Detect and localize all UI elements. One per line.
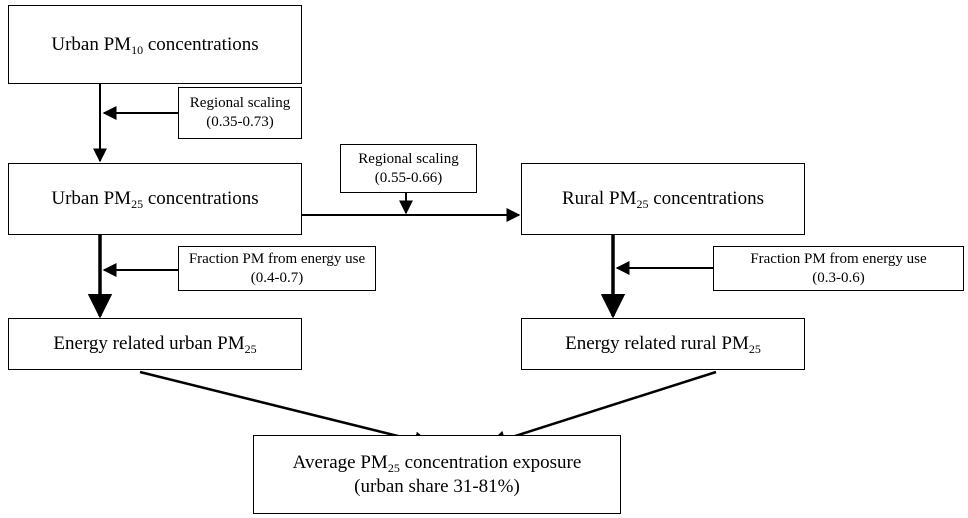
arrow bbox=[488, 370, 717, 448]
node-label: (0.35-0.73) bbox=[206, 114, 274, 130]
node: Regional scaling (0.35-0.73) bbox=[178, 87, 302, 139]
label-text: Average PM bbox=[292, 451, 388, 473]
node-label: Fraction PM from energy use bbox=[188, 250, 366, 267]
node: Rural PM25 concentrations bbox=[521, 163, 805, 235]
node-label: (urban share 31-81%) bbox=[354, 475, 520, 497]
label-subscript: 10 bbox=[131, 42, 144, 57]
label-text: Rural PM bbox=[562, 188, 637, 209]
label-text: Urban PM bbox=[51, 188, 132, 209]
node-label: Regional scaling bbox=[189, 95, 291, 111]
node: Fraction PM from energy use (0.3-0.6) bbox=[713, 246, 964, 291]
node-label: (0.4-0.7) bbox=[250, 269, 304, 286]
label-text: concentrations bbox=[143, 188, 259, 209]
node: Regional scaling (0.55-0.66) bbox=[340, 144, 477, 193]
label-subscript: 25 bbox=[387, 460, 400, 475]
node: Urban PM10 concentrations bbox=[8, 5, 302, 84]
node-label: Fraction PM from energy use bbox=[750, 250, 927, 267]
label-subscript: 25 bbox=[131, 197, 144, 211]
node-label: Rural PM25 concentrations bbox=[562, 188, 764, 210]
node-label: Energy related rural PM25 bbox=[565, 333, 761, 355]
label-text: concentrations bbox=[143, 33, 259, 55]
label-text: Urban PM bbox=[51, 33, 132, 55]
label-text: concentration exposure bbox=[399, 451, 582, 473]
node: Urban PM25 concentrations bbox=[8, 163, 302, 235]
node: Energy related rural PM25 bbox=[521, 318, 805, 370]
node: Fraction PM from energy use (0.4-0.7) bbox=[178, 246, 376, 291]
node-label: Urban PM25 concentrations bbox=[51, 188, 258, 210]
label-subscript: 25 bbox=[244, 342, 257, 356]
label-text: Energy related rural PM bbox=[565, 333, 749, 354]
node-label: Urban PM10 concentrations bbox=[51, 34, 258, 56]
node: Average PM25 concentration exposure (urb… bbox=[253, 435, 621, 514]
node-label: Regional scaling bbox=[358, 150, 459, 167]
label-subscript: 25 bbox=[748, 342, 761, 356]
node: Energy related urban PM25 bbox=[8, 318, 302, 370]
label-text: concentrations bbox=[648, 188, 764, 209]
arrow bbox=[139, 370, 432, 449]
node-label: Average PM25 concentration exposure bbox=[293, 451, 582, 475]
connectors bbox=[87, 84, 717, 449]
label-subscript: 25 bbox=[636, 197, 649, 211]
label-text: Energy related urban PM bbox=[53, 333, 245, 354]
node-label: (0.3-0.6) bbox=[812, 269, 865, 286]
node-label: (0.55-0.66) bbox=[374, 169, 443, 186]
node-label: Energy related urban PM25 bbox=[53, 333, 256, 355]
